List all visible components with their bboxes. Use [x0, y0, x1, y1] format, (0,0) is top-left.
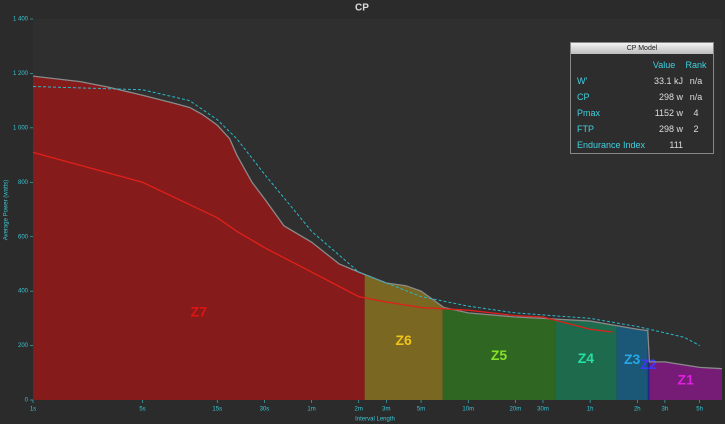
- header-cell: Value: [652, 60, 676, 70]
- x-tick-label: 5h: [696, 407, 703, 413]
- table-cell: 4: [693, 108, 699, 118]
- table-row: Pmax 1152 w 4: [577, 105, 709, 121]
- table-row: FTP 298 w 2: [577, 121, 709, 137]
- table-row: CP 298 w n/a: [577, 89, 709, 105]
- table-cell: Pmax: [577, 108, 601, 118]
- x-tick-label: 1s: [30, 407, 36, 413]
- x-tick-label: 1m: [307, 407, 315, 413]
- series-line: [32, 151, 613, 333]
- x-tick-label: 3m: [382, 407, 390, 413]
- table-cell: Endurance Index: [577, 140, 646, 150]
- x-tick-label: 30m: [537, 407, 549, 413]
- series-line: [32, 85, 700, 347]
- y-tick-label: 1 000: [13, 125, 29, 131]
- y-tick-label: 1 200: [13, 71, 29, 77]
- x-tick-label: 5s: [139, 407, 145, 413]
- x-axis-label: Interval Length: [355, 417, 395, 423]
- x-tick-label: 1h: [587, 407, 594, 413]
- table-cell: 1152 w: [654, 108, 684, 118]
- x-tick-label: 5m: [417, 407, 425, 413]
- table-cell: 298 w: [659, 124, 684, 134]
- y-tick-label: 200: [18, 343, 29, 349]
- zone-label: Z6: [396, 332, 413, 348]
- y-tick-label: 600: [18, 234, 29, 240]
- header-cell: Rank: [685, 60, 707, 70]
- table-cell: n/a: [689, 92, 703, 102]
- table-title: CP Model: [571, 43, 713, 54]
- header-row: Value Rank: [577, 57, 709, 73]
- y-axis-label: Average Power (watts): [4, 180, 10, 241]
- table-cell: 298 w: [659, 92, 684, 102]
- table-cell: 2: [693, 124, 699, 134]
- table-row: Endurance Index 111: [577, 137, 709, 153]
- table-cell: 33.1 kJ: [654, 76, 684, 86]
- table: Value Rank W' 33.1 kJ n/a CP 298 w n/a Pmax 1152 …: [577, 57, 709, 153]
- x-tick-label: 2m: [355, 407, 363, 413]
- x-tick-label: 2h: [634, 407, 641, 413]
- zone-label: Z7: [191, 304, 208, 320]
- zone-label: Z4: [578, 350, 595, 366]
- y-tick-label: 800: [18, 180, 29, 186]
- table-cell: FTP: [577, 124, 594, 134]
- cp-table: CP Model Value Rank W' 33.1 kJ n/a CP 298 w n/a…: [570, 42, 714, 154]
- table-cell: CP: [577, 92, 590, 102]
- x-tick-label: 10m: [462, 407, 474, 413]
- y-tick-label: 0: [25, 398, 29, 404]
- zone-label: Z1: [678, 372, 695, 388]
- x-tick-label: 30s: [260, 407, 270, 413]
- table-cell: 111: [669, 140, 684, 150]
- header-cell: [577, 57, 645, 73]
- x-tick-label: 20m: [510, 407, 522, 413]
- table-cell: W': [577, 76, 588, 86]
- chart-title: CP: [355, 3, 369, 14]
- x-tick-label: 3h: [662, 407, 669, 413]
- zone-label: Z5: [491, 347, 508, 363]
- y-tick-label: 1 400: [13, 17, 29, 23]
- y-tick-label: 400: [18, 289, 29, 295]
- table-cell: n/a: [689, 76, 703, 86]
- series-line: [32, 75, 723, 370]
- x-tick-label: 15s: [212, 407, 222, 413]
- zone-label: Z2: [640, 356, 657, 372]
- table-row: W' 33.1 kJ n/a: [577, 73, 709, 89]
- zone-label: Z3: [624, 351, 641, 367]
